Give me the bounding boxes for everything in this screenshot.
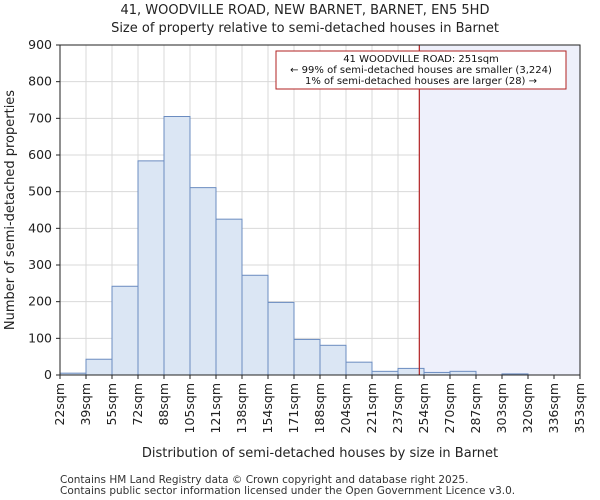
bar-39sqm bbox=[85, 358, 113, 376]
bar-188sqm bbox=[319, 344, 347, 376]
x-tick-label: 336sqm bbox=[546, 383, 561, 433]
footer-line-2: Contains public sector information licen… bbox=[60, 485, 515, 497]
bar-55sqm bbox=[111, 285, 139, 376]
x-tick-label: 39sqm bbox=[78, 383, 93, 426]
y-tick-label: 700 bbox=[28, 110, 52, 125]
chart-title: 41, WOODVILLE ROAD, NEW BARNET, BARNET, … bbox=[121, 3, 490, 18]
x-tick-label: 171sqm bbox=[286, 383, 301, 433]
x-tick-label: 237sqm bbox=[390, 383, 405, 433]
x-tick-label: 270sqm bbox=[442, 383, 457, 433]
bar-221sqm bbox=[371, 370, 399, 376]
annotation-box: 41 WOODVILLE ROAD: 251sqm ← 99% of semi-… bbox=[275, 50, 567, 90]
x-tick-label: 138sqm bbox=[234, 383, 249, 433]
y-axis-label: Number of semi-detached properties bbox=[3, 90, 18, 330]
x-tick-label: 154sqm bbox=[260, 383, 275, 433]
bar-105sqm bbox=[189, 187, 217, 376]
x-tick-label: 72sqm bbox=[130, 383, 145, 426]
bar-171sqm bbox=[293, 338, 321, 376]
y-tick-label: 400 bbox=[28, 220, 52, 235]
bar-88sqm bbox=[163, 116, 191, 376]
x-tick-label: 287sqm bbox=[468, 383, 483, 433]
y-tick-label: 800 bbox=[28, 74, 52, 89]
x-tick-label: 254sqm bbox=[416, 383, 431, 433]
annotation-line-3: 1% of semi-detached houses are larger (2… bbox=[305, 76, 537, 87]
y-tick-label: 100 bbox=[28, 330, 52, 345]
y-tick-label: 0 bbox=[44, 367, 52, 382]
x-tick-label: 204sqm bbox=[338, 383, 353, 433]
bar-138sqm bbox=[241, 274, 269, 376]
x-tick-label: 55sqm bbox=[104, 383, 119, 426]
x-tick-label: 353sqm bbox=[572, 383, 587, 433]
y-tick-label: 900 bbox=[28, 37, 52, 52]
x-tick-label: 88sqm bbox=[156, 383, 171, 426]
bars bbox=[59, 116, 529, 376]
x-axis-ticks: 22sqm 39sqm 55sqm 72sqm 88sqm 105sqm 121sqm 138… bbox=[52, 375, 587, 433]
y-tick-label: 200 bbox=[28, 294, 52, 309]
bar-204sqm bbox=[345, 361, 373, 376]
x-tick-label: 121sqm bbox=[208, 383, 223, 433]
y-tick-label: 600 bbox=[28, 147, 52, 162]
bar-270sqm bbox=[449, 370, 477, 376]
x-axis-label: Distribution of semi-detached houses by … bbox=[142, 446, 498, 461]
x-tick-label: 320sqm bbox=[520, 383, 535, 433]
x-tick-label: 221sqm bbox=[364, 383, 379, 433]
y-axis-ticks: 0 100 200 300 400 500 600 700 800 900 bbox=[28, 37, 60, 382]
x-tick-label: 303sqm bbox=[494, 383, 509, 433]
footer-line-1: Contains HM Land Registry data © Crown c… bbox=[60, 474, 468, 486]
larger-region-highlight bbox=[419, 45, 580, 375]
x-tick-label: 188sqm bbox=[312, 383, 327, 433]
bar-121sqm bbox=[215, 218, 243, 376]
annotation-line-1: 41 WOODVILLE ROAD: 251sqm bbox=[343, 54, 499, 65]
annotation-line-2: ← 99% of semi-detached houses are smalle… bbox=[290, 65, 552, 76]
y-tick-label: 500 bbox=[28, 184, 52, 199]
bar-237sqm bbox=[397, 367, 425, 376]
y-tick-label: 300 bbox=[28, 257, 52, 272]
chart-subtitle: Size of property relative to semi-detach… bbox=[111, 21, 499, 36]
x-tick-label: 105sqm bbox=[182, 383, 197, 433]
bar-154sqm bbox=[267, 301, 295, 376]
bar-72sqm bbox=[137, 160, 165, 376]
x-tick-label: 22sqm bbox=[52, 383, 67, 426]
annotation-frame bbox=[275, 50, 567, 90]
